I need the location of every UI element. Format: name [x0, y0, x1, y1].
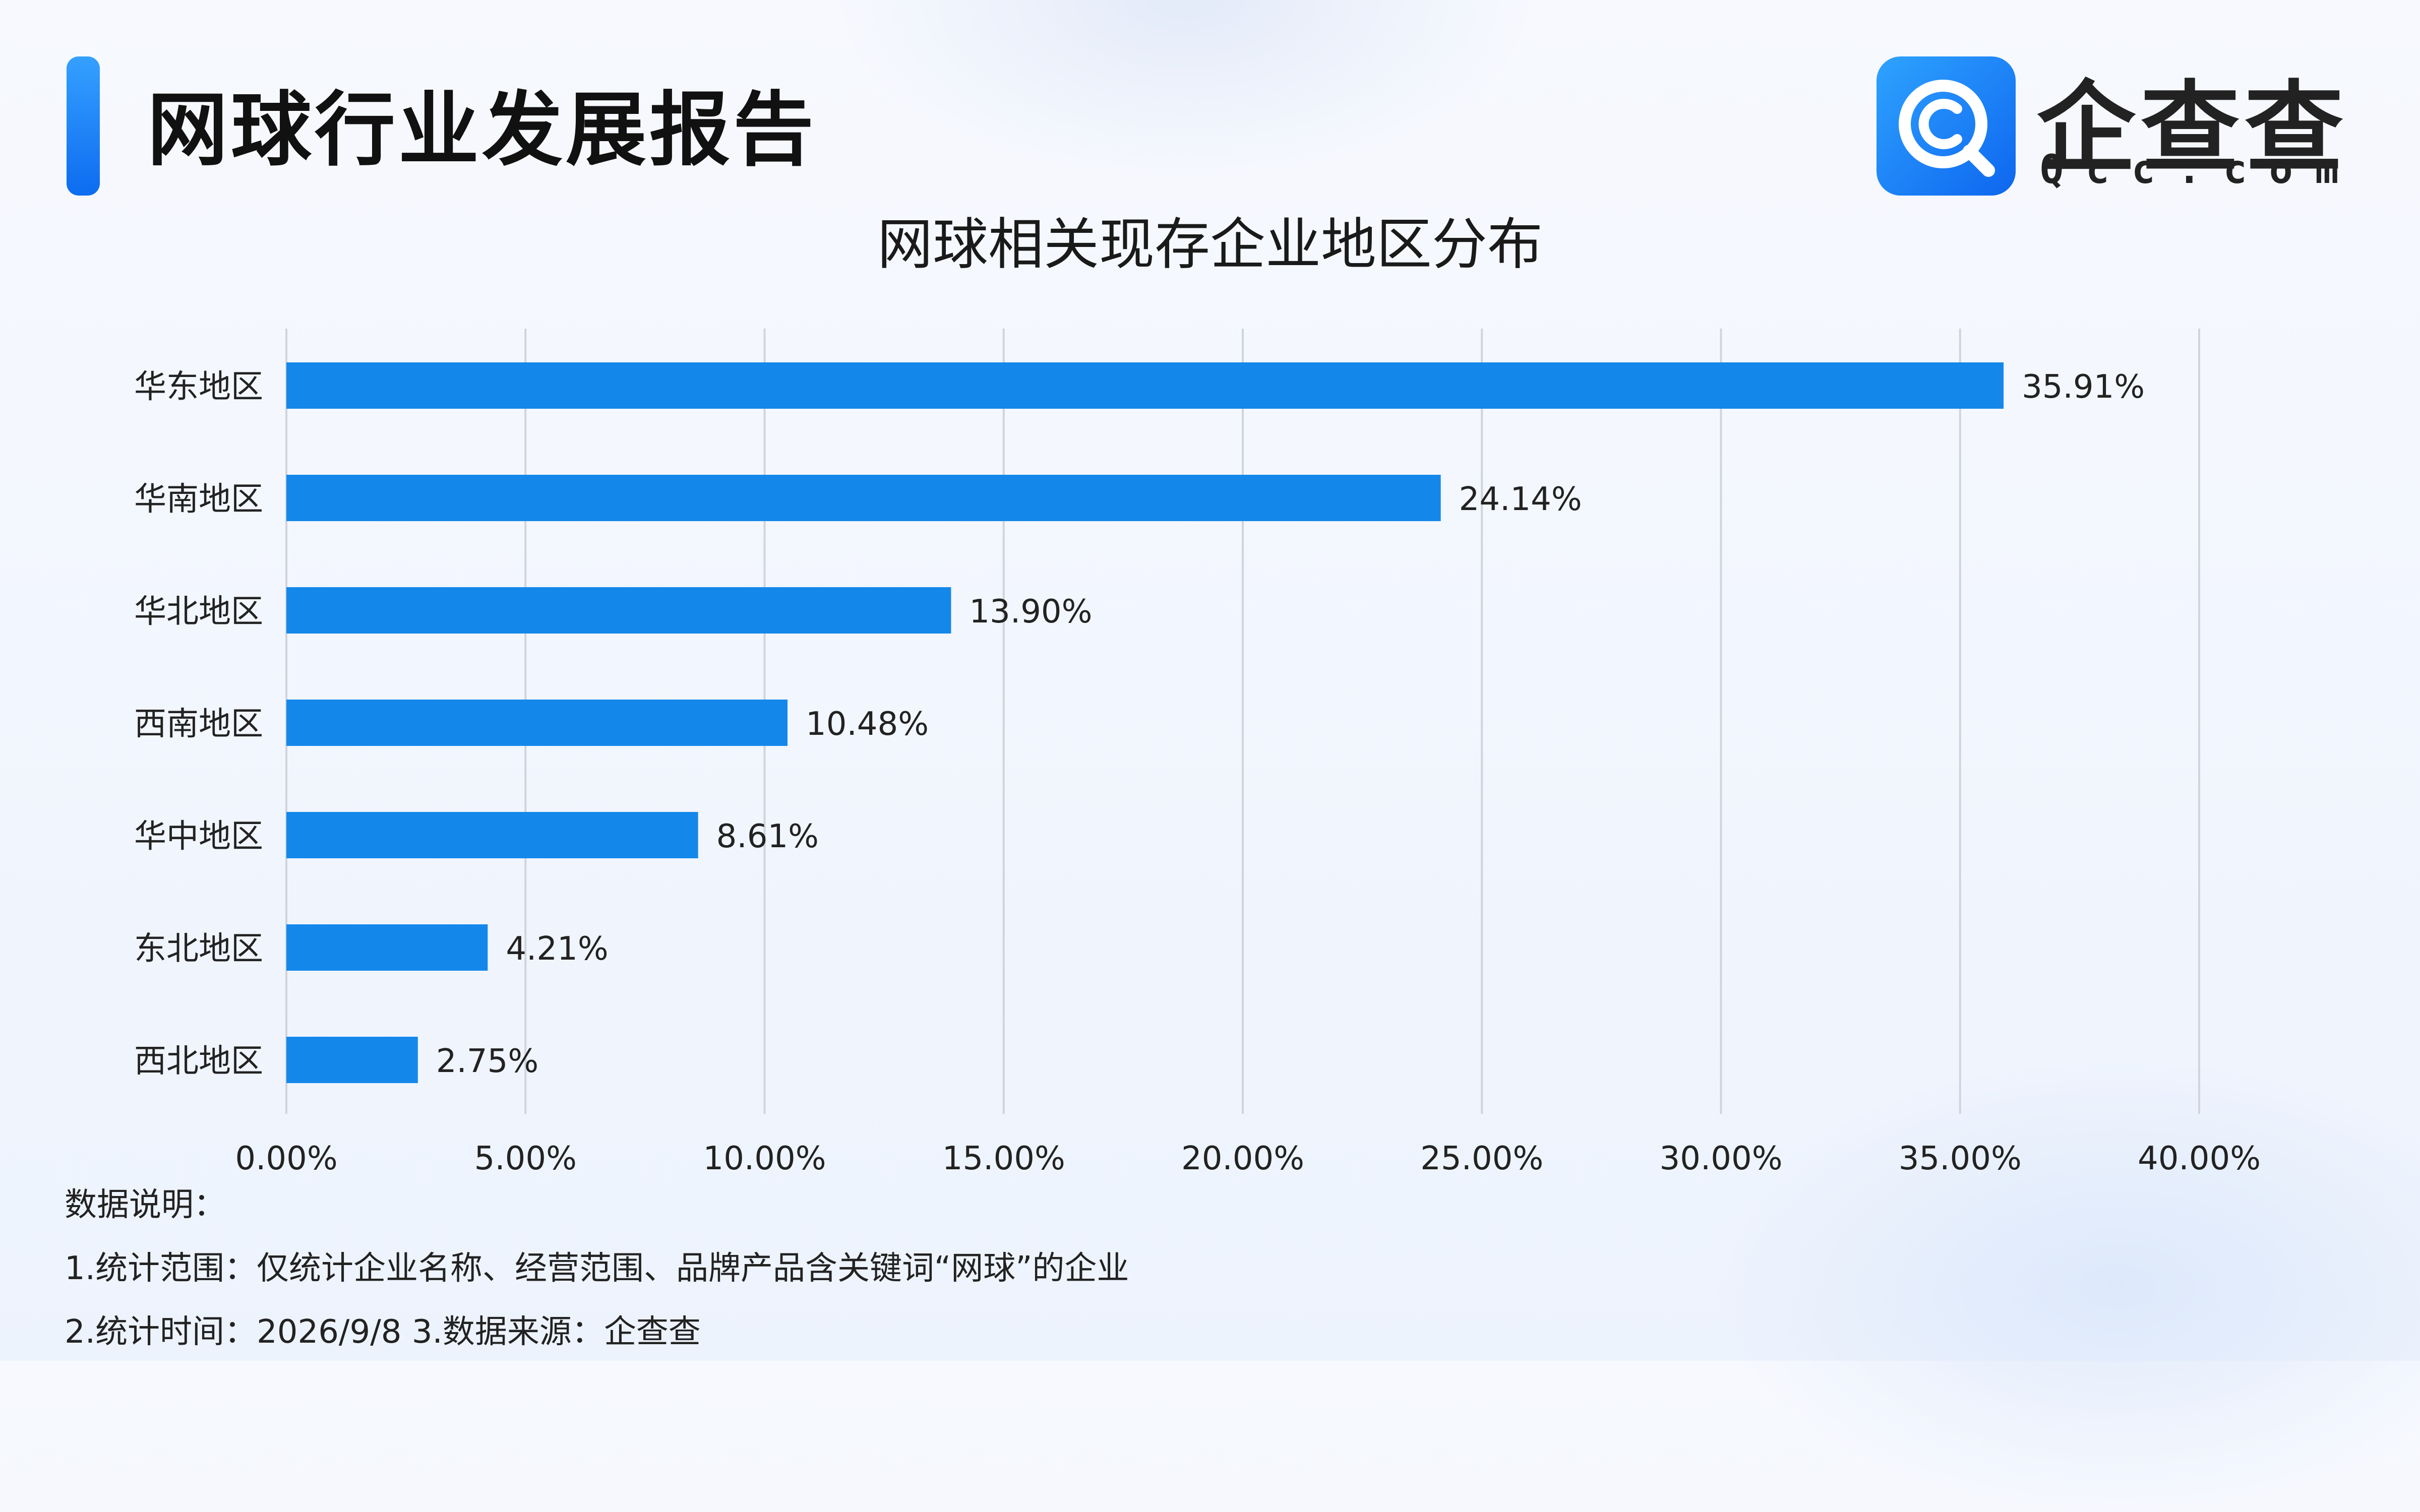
category-label: 华中地区	[134, 818, 263, 855]
bar	[286, 812, 698, 858]
value-label: 35.91%	[2022, 368, 2145, 406]
x-tick-label: 40.00%	[2138, 1140, 2261, 1177]
bar	[286, 475, 1441, 521]
notes-line-2: 2.统计时间：2026/9/8 3.数据来源：企查查	[65, 1313, 701, 1351]
value-label: 24.14%	[1459, 481, 1582, 518]
bar	[286, 587, 951, 634]
x-tick-label: 25.00%	[1420, 1140, 1543, 1177]
qcc-logo-glyph	[1899, 80, 1995, 177]
qcc-logo-icon	[1877, 56, 2016, 196]
page-title: 网球行业发展报告	[147, 83, 817, 177]
x-tick-label: 5.00%	[474, 1140, 577, 1177]
category-label: 华南地区	[134, 481, 263, 518]
logo-domain: Qcc.com	[2040, 147, 2361, 193]
category-label: 西南地区	[134, 706, 263, 743]
category-label: 西北地区	[134, 1043, 263, 1080]
logo-name: 企查查	[2037, 71, 2349, 186]
data-notes: 数据说明： 1.统计范围：仅统计企业名称、经营范围、品牌产品含关键词“网球”的企…	[65, 1173, 1129, 1364]
value-label: 10.48%	[806, 706, 929, 743]
category-label: 华东地区	[134, 368, 263, 406]
value-label: 2.75%	[436, 1043, 538, 1080]
chart-title: 网球相关现存企业地区分布	[877, 212, 1543, 277]
category-label: 东北地区	[134, 930, 263, 968]
notes-heading: 数据说明：	[65, 1186, 226, 1224]
category-label: 华北地区	[134, 593, 263, 631]
bar	[286, 362, 2004, 409]
x-tick-label: 15.00%	[942, 1140, 1065, 1177]
value-label: 8.61%	[716, 818, 819, 855]
title-accent-bar	[67, 56, 100, 196]
value-label: 4.21%	[506, 930, 608, 968]
bar-chart: 0.00% 5.00% 10.00% 15.00% 20.00% 25.00% 30.00%…	[134, 329, 2261, 1177]
value-label: 13.90%	[969, 593, 1092, 631]
x-tick-label: 10.00%	[703, 1140, 826, 1177]
x-tick-label: 35.00%	[1899, 1140, 2022, 1177]
x-tick-label: 0.00%	[235, 1140, 337, 1177]
bar	[286, 1037, 418, 1083]
x-tick-label: 20.00%	[1181, 1140, 1304, 1177]
notes-line-1: 1.统计范围：仅统计企业名称、经营范围、品牌产品含关键词“网球”的企业	[65, 1250, 1129, 1287]
bar	[286, 924, 488, 971]
bar	[286, 700, 788, 746]
x-tick-label: 30.00%	[1659, 1140, 1782, 1177]
